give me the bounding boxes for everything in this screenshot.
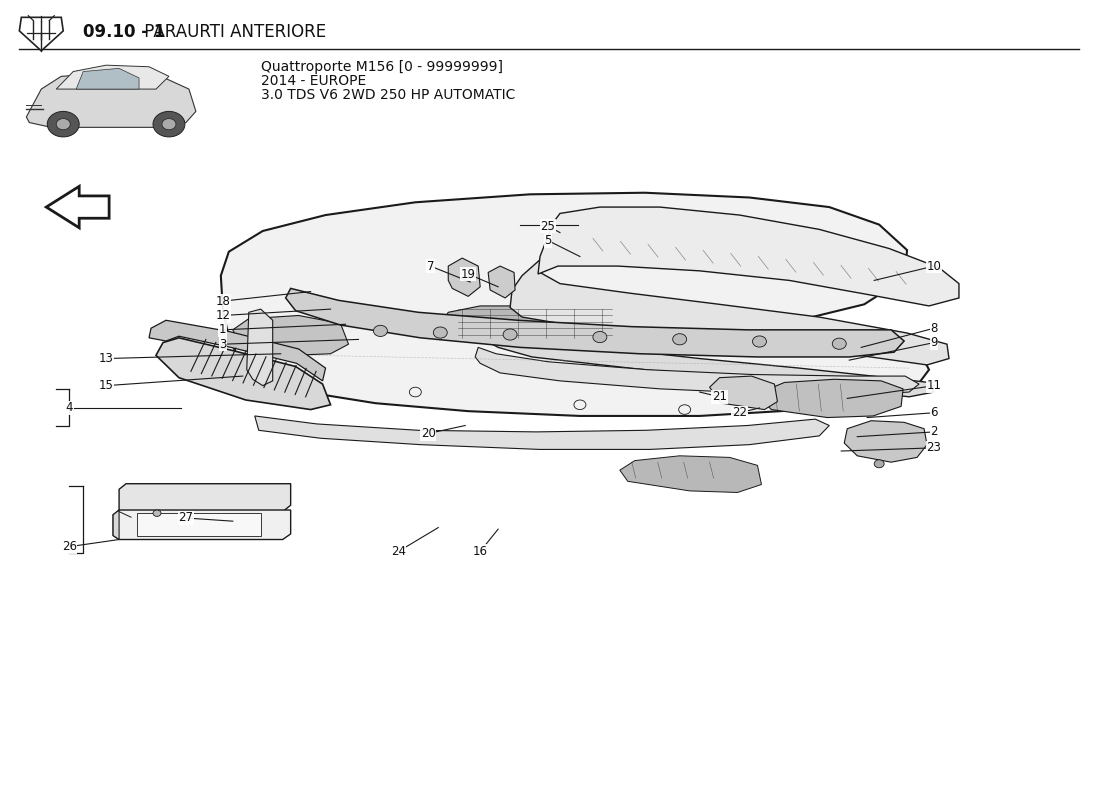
Text: 9: 9 [931,336,938,349]
Polygon shape [56,65,169,89]
Text: 27: 27 [178,511,194,525]
Text: 2: 2 [931,426,938,438]
Text: 23: 23 [926,442,942,454]
Text: 15: 15 [99,379,113,392]
Polygon shape [538,207,959,306]
Text: 22: 22 [732,406,747,419]
Polygon shape [449,258,481,296]
Polygon shape [119,484,290,512]
Text: 18: 18 [216,294,230,308]
Text: 26: 26 [62,540,77,553]
Text: 24: 24 [390,545,406,558]
Text: 3: 3 [219,338,227,350]
Text: 1: 1 [219,323,227,336]
Circle shape [433,327,448,338]
Polygon shape [233,315,349,355]
Text: 10: 10 [926,259,942,273]
Polygon shape [20,18,63,51]
Text: 5: 5 [544,234,552,247]
Polygon shape [440,306,621,346]
Text: 4: 4 [66,402,73,414]
Circle shape [373,326,387,337]
Circle shape [833,338,846,350]
Polygon shape [221,193,929,416]
Text: Quattroporte M156 [0 - 99999999]: Quattroporte M156 [0 - 99999999] [261,60,503,74]
Circle shape [752,336,767,347]
Text: 09.10 - 1: 09.10 - 1 [84,22,166,41]
Text: 2014 - EUROPE: 2014 - EUROPE [261,74,366,88]
Polygon shape [148,320,326,381]
Text: 11: 11 [926,379,942,392]
Polygon shape [761,379,903,418]
Circle shape [153,111,185,137]
Polygon shape [510,260,949,365]
Text: 25: 25 [540,220,556,233]
Text: PARAURTI ANTERIORE: PARAURTI ANTERIORE [139,22,326,41]
Text: 12: 12 [216,309,230,322]
Text: 21: 21 [712,390,727,403]
Circle shape [593,331,607,342]
Text: 3.0 TDS V6 2WD 250 HP AUTOMATIC: 3.0 TDS V6 2WD 250 HP AUTOMATIC [261,89,515,102]
Polygon shape [475,347,920,395]
Text: 19: 19 [461,267,475,281]
Text: 8: 8 [931,322,937,334]
Circle shape [153,510,161,516]
Circle shape [162,118,176,130]
Text: 13: 13 [99,352,113,365]
Polygon shape [113,510,119,539]
Text: 16: 16 [473,545,487,558]
Polygon shape [286,288,904,357]
Text: 20: 20 [421,427,436,440]
Polygon shape [113,510,290,539]
Polygon shape [619,456,761,493]
Polygon shape [845,421,927,462]
Polygon shape [488,266,515,298]
Polygon shape [255,416,829,450]
FancyBboxPatch shape [138,514,261,535]
Text: 7: 7 [427,259,434,273]
Circle shape [673,334,686,345]
Circle shape [56,118,70,130]
Circle shape [503,329,517,340]
Polygon shape [76,68,139,89]
Circle shape [874,460,884,468]
Polygon shape [26,73,196,127]
Polygon shape [46,186,109,228]
Polygon shape [710,376,778,410]
Text: 6: 6 [931,406,938,419]
Polygon shape [246,309,273,386]
Polygon shape [156,338,331,410]
Circle shape [47,111,79,137]
Polygon shape [478,310,934,397]
